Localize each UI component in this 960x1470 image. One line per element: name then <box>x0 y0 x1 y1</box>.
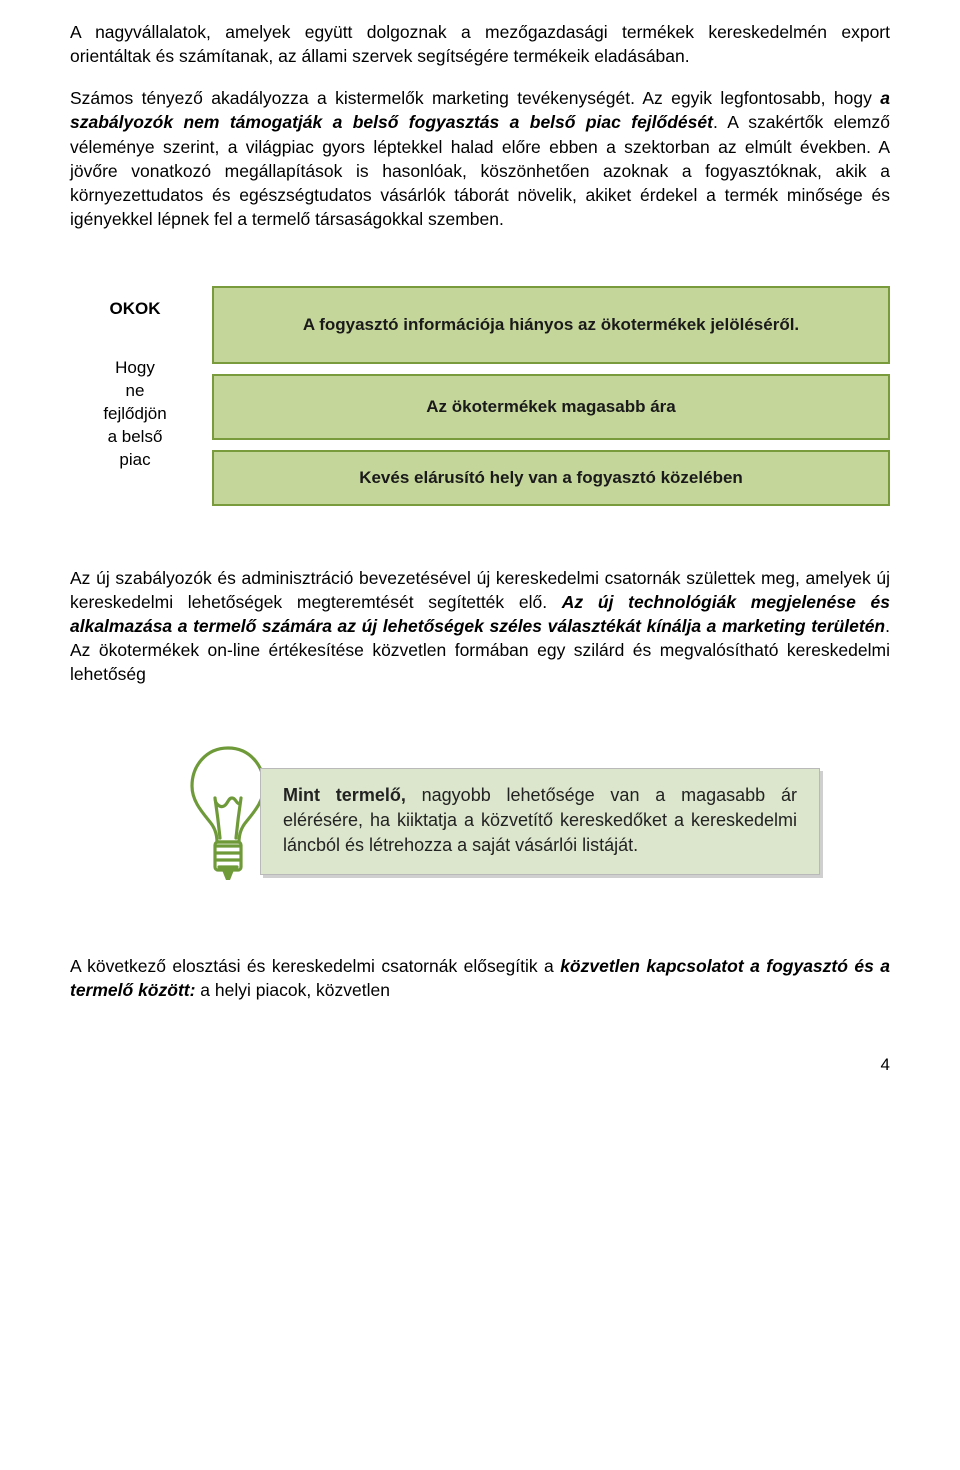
paragraph-4: A következő elosztási és kereskedelmi cs… <box>70 954 890 1002</box>
info-right-column: A fogyasztó információja hiányos az ökot… <box>212 286 890 505</box>
info-panel-3: Kevés elárusító hely van a fogyasztó köz… <box>212 450 890 505</box>
tip-wrapper: Mint termelő, nagyobb lehetősége van a m… <box>70 746 890 936</box>
tip-lead: Mint termelő, <box>283 785 406 805</box>
info-subleft: Hogy ne fejlődjön a belső piac <box>103 357 166 472</box>
subleft-line: piac <box>103 449 166 472</box>
info-left-column: OKOK Hogy ne fejlődjön a belső piac <box>70 286 200 505</box>
p4-post: a helyi piacok, közvetlen <box>195 980 390 1000</box>
paragraph-1: A nagyvállalatok, amelyek együtt dolgozn… <box>70 20 890 68</box>
paragraph-3: Az új szabályozók és adminisztráció beve… <box>70 566 890 687</box>
page-number: 4 <box>70 1053 890 1076</box>
info-panel-2: Az ökotermékek magasabb ára <box>212 374 890 440</box>
subleft-line: ne <box>103 380 166 403</box>
p4-pre: A következő elosztási és kereskedelmi cs… <box>70 956 560 976</box>
info-panel-1: A fogyasztó információja hiányos az ökot… <box>212 286 890 364</box>
info-block: OKOK Hogy ne fejlődjön a belső piac A fo… <box>70 286 890 505</box>
p2-pre: Számos tényező akadályozza a kistermelők… <box>70 88 880 108</box>
subleft-line: fejlődjön <box>103 403 166 426</box>
subleft-line: a belső <box>103 426 166 449</box>
subleft-line: Hogy <box>103 357 166 380</box>
paragraph-2: Számos tényező akadályozza a kistermelők… <box>70 86 890 231</box>
okok-label: OKOK <box>110 298 161 321</box>
tip-box: Mint termelő, nagyobb lehetősége van a m… <box>260 768 820 874</box>
